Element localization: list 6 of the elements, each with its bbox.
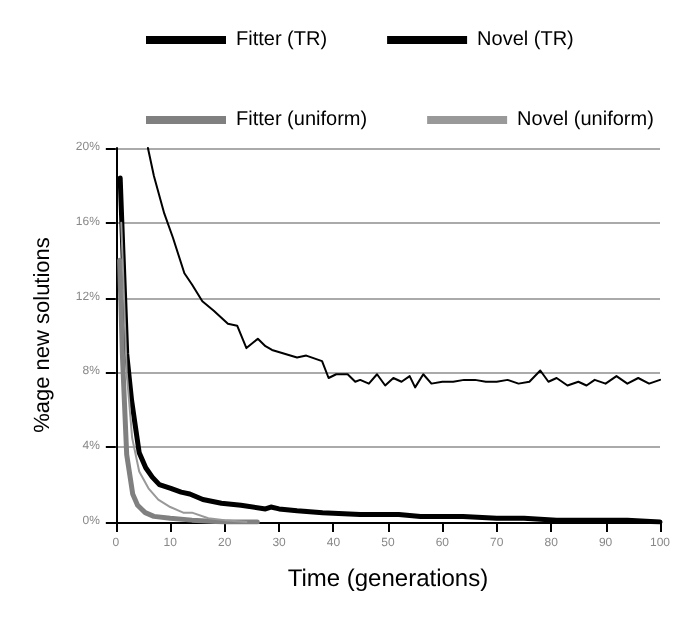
legend-label: Novel (TR) <box>477 29 574 51</box>
legend-label: Fitter (TR) <box>236 29 328 51</box>
legend-label: Novel (uniform) <box>517 109 654 131</box>
legend-label: Fitter (uniform) <box>236 109 368 131</box>
y-axis-title: %age new solutions <box>31 236 55 433</box>
x-axis-title: Time (generations) <box>287 564 489 592</box>
